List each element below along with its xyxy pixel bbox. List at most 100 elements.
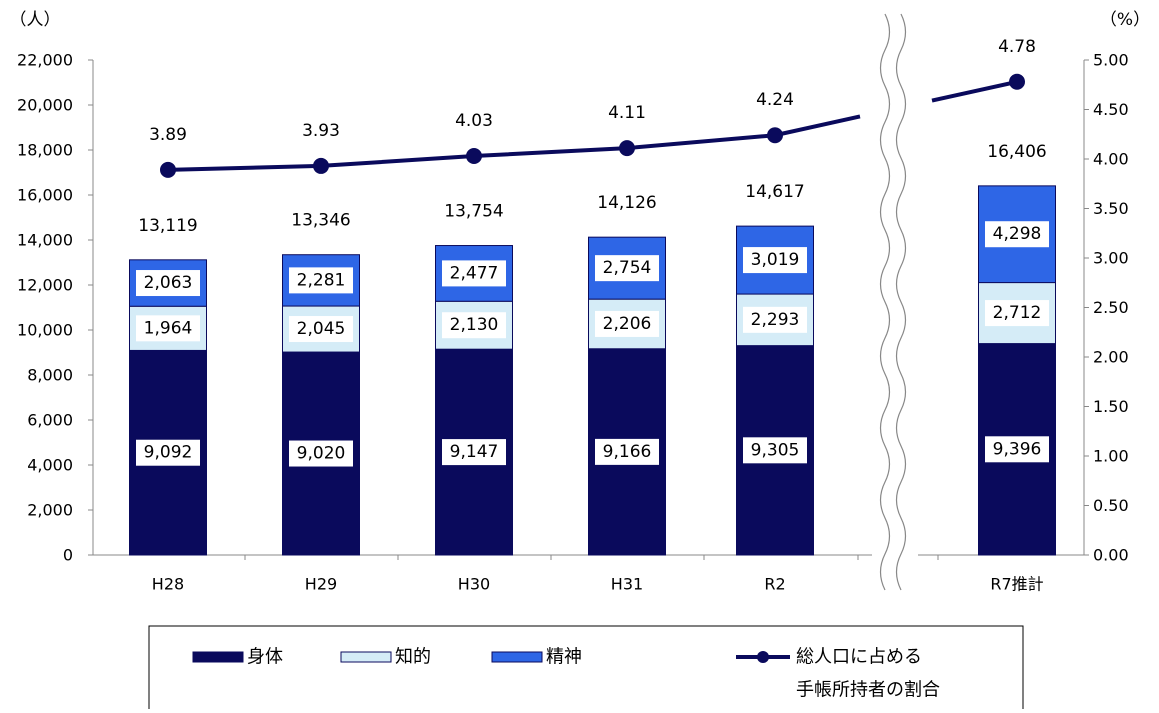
rate-value-label: 3.93 (302, 121, 340, 141)
x-category-label: H28 (152, 575, 184, 594)
legend-line-marker (757, 651, 769, 663)
segment-label-box (442, 260, 506, 287)
right-tick-label: 3.00 (1093, 249, 1129, 268)
segment-value-label: 2,063 (144, 273, 193, 293)
segment-value-label: 2,754 (603, 258, 652, 278)
segment-value-label: 2,712 (993, 303, 1042, 323)
segment-value-label: 9,166 (603, 442, 652, 462)
bar-total-label: 14,126 (597, 193, 656, 213)
rate-value-label: 4.78 (998, 37, 1036, 57)
rate-point (160, 161, 176, 178)
segment-label-box (743, 247, 807, 274)
legend-line-label: 手帳所持者の割合 (796, 680, 940, 701)
left-tick-label: 4,000 (27, 456, 73, 475)
rate-point (466, 148, 482, 165)
bar-total-label: 13,754 (444, 202, 503, 222)
segment-label-box (743, 306, 807, 333)
segment-value-label: 4,298 (993, 224, 1042, 244)
segment-label-box (985, 300, 1049, 327)
left-tick-label: 14,000 (17, 231, 73, 250)
legend-swatch-精神 (491, 651, 543, 663)
left-axis-unit: （人） (10, 10, 61, 30)
right-tick-label: 2.50 (1093, 298, 1129, 317)
x-category-label: H29 (305, 575, 337, 594)
segment-label-box (595, 438, 659, 465)
right-tick-label: 4.50 (1093, 100, 1129, 119)
segment-value-label: 2,206 (603, 314, 652, 334)
segment-value-label: 1,964 (144, 318, 193, 338)
bar-total-label: 13,346 (291, 211, 350, 231)
right-tick-label: 1.50 (1093, 397, 1129, 416)
segment-label-box (442, 439, 506, 466)
bar-total-label: 14,617 (745, 182, 804, 202)
legend-swatch-知的 (340, 651, 392, 663)
axis-break-band (872, 14, 918, 594)
left-tick-label: 0 (63, 546, 73, 565)
legend-box (148, 625, 1024, 713)
segment-value-label: 2,045 (297, 319, 346, 339)
right-tick-label: 1.00 (1093, 447, 1129, 466)
rate-value-label: 3.89 (149, 125, 187, 145)
rate-point (767, 127, 783, 144)
rate-point (313, 157, 329, 174)
segment-label-box (743, 437, 807, 464)
left-tick-label: 8,000 (27, 366, 73, 385)
rate-line (931, 79, 1018, 103)
right-tick-label: 0.50 (1093, 496, 1129, 515)
right-tick-label: 5.00 (1093, 51, 1129, 70)
rate-value-label: 4.03 (455, 111, 493, 131)
left-tick-label: 18,000 (17, 141, 73, 160)
segment-label-box (985, 221, 1049, 248)
legend-label: 精神 (546, 647, 582, 668)
bar-total-label: 16,406 (987, 142, 1046, 162)
segment-label-box (595, 255, 659, 282)
segment-value-label: 9,147 (450, 442, 499, 462)
segment-value-label: 9,305 (751, 440, 800, 460)
segment-value-label: 2,130 (450, 315, 499, 335)
legend-label: 知的 (395, 647, 431, 668)
left-tick-label: 6,000 (27, 411, 73, 430)
x-category-label: R7推計 (990, 575, 1043, 594)
segment-value-label: 3,019 (751, 250, 800, 270)
segment-value-label: 9,092 (144, 443, 193, 463)
segment-label-box (442, 312, 506, 339)
segment-label-box (595, 310, 659, 337)
segment-label-box (289, 316, 353, 343)
segment-label-box (136, 439, 200, 466)
right-tick-label: 0.00 (1093, 546, 1129, 565)
right-axis-unit: （%） (1100, 10, 1150, 30)
right-tick-label: 3.50 (1093, 199, 1129, 218)
right-tick-label: 2.00 (1093, 348, 1129, 367)
segment-value-label: 2,281 (297, 270, 346, 290)
rate-value-label: 4.24 (756, 90, 794, 110)
rate-value-label: 4.11 (608, 103, 646, 123)
left-tick-label: 2,000 (27, 501, 73, 520)
left-tick-label: 22,000 (17, 51, 73, 70)
left-tick-label: 16,000 (17, 186, 73, 205)
rate-point (1009, 73, 1025, 90)
x-category-label: H30 (458, 575, 490, 594)
rate-line (167, 114, 861, 172)
right-tick-label: 4.00 (1093, 150, 1129, 169)
segment-label-box (136, 315, 200, 342)
bar-total-label: 13,119 (138, 216, 197, 236)
segment-label-box (985, 436, 1049, 463)
segment-value-label: 9,396 (993, 439, 1042, 459)
legend-line-label: 総人口に占める (796, 647, 922, 668)
segment-label-box (289, 267, 353, 294)
axis-break-wave (895, 13, 907, 591)
legend-swatch-身体 (192, 651, 244, 663)
segment-value-label: 2,293 (751, 310, 800, 330)
legend-label: 身体 (247, 647, 283, 668)
rate-point (619, 140, 635, 157)
x-category-label: H31 (611, 575, 643, 594)
x-category-label: R2 (764, 575, 785, 594)
left-tick-label: 20,000 (17, 96, 73, 115)
segment-value-label: 2,477 (450, 263, 499, 283)
segment-value-label: 9,020 (297, 444, 346, 464)
segment-label-box (289, 440, 353, 467)
axis-break-wave (879, 13, 891, 591)
